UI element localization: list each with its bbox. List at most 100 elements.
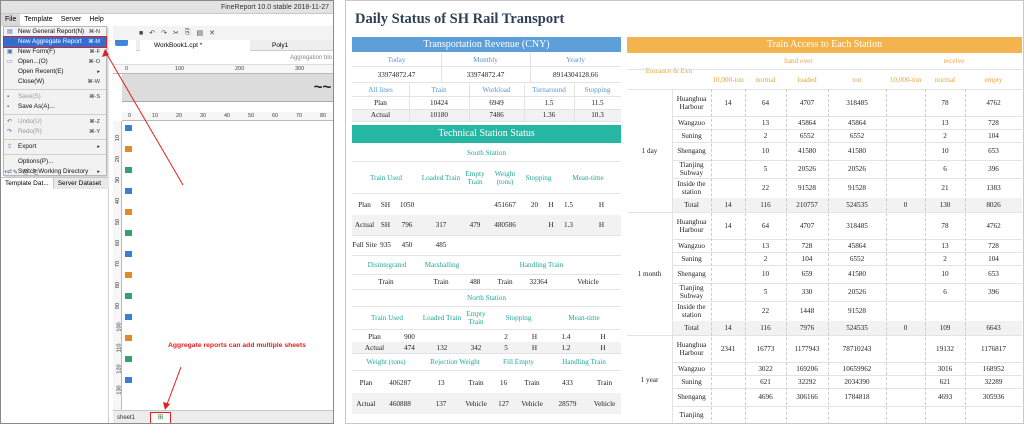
south-subcell: Train	[497, 278, 513, 286]
menu-shortcut: ⌘-M	[88, 39, 100, 45]
revenue-subheader: Workload	[482, 86, 511, 94]
access-cell	[711, 362, 745, 375]
sheet-tab[interactable]: sheet1	[117, 415, 136, 421]
access-cell: Tianjing	[679, 411, 704, 419]
redo-icon[interactable]: ↷	[161, 30, 167, 37]
menu-server[interactable]: Server	[60, 16, 82, 23]
access-cell: 524535	[846, 324, 868, 332]
revenue-subheader: Train	[431, 86, 447, 94]
access-cell: 32289	[984, 377, 1003, 386]
grid-line	[352, 235, 621, 236]
menu-item-new-aggregate-report[interactable]: ▦ New Aggregate Report ⌘-M	[3, 36, 107, 48]
menu-item-open-o[interactable]: ▭ Open...(O) ⌘-O	[4, 57, 106, 67]
tab-template-dataset[interactable]: Template Dat...	[1, 178, 54, 190]
menu-item-redo-r[interactable]: ↷ Redo(R) ⌘-Y	[4, 127, 106, 137]
report-header-band: ~~	[122, 74, 333, 102]
tab-server-dataset[interactable]: Server Dataset	[57, 180, 102, 187]
north-subcell: Vehicle	[521, 399, 543, 408]
south-cell	[488, 235, 522, 255]
grid-line	[672, 142, 1022, 143]
south-cell	[522, 215, 547, 235]
access-cell	[886, 142, 925, 160]
table-icon[interactable]	[125, 125, 132, 131]
access-cell: 78	[941, 221, 949, 230]
access-cell: Shengang	[677, 393, 706, 401]
column-icon[interactable]	[125, 230, 132, 236]
menu-shortcut: ⌘-O	[88, 59, 100, 65]
access-cell	[886, 375, 925, 388]
access-cell	[886, 388, 925, 406]
menu-file[interactable]: File	[1, 14, 21, 26]
menu-help[interactable]: Help	[89, 16, 104, 23]
revenue-cell: 10424	[430, 99, 448, 107]
image-icon[interactable]	[125, 188, 132, 194]
line-icon[interactable]	[125, 209, 132, 215]
pie-icon[interactable]	[125, 251, 132, 257]
access-cell: 4707	[799, 221, 815, 230]
menu-item-options-p[interactable]: Options(P)...	[4, 157, 106, 167]
widget-icon[interactable]	[125, 293, 132, 299]
access-cell: 20526	[848, 165, 866, 173]
menu-item-open-recent-e[interactable]: Open Recent(E) ▸	[4, 67, 106, 77]
access-cell	[886, 89, 925, 116]
access-cell: 14	[724, 324, 732, 332]
technical-header: Technical Station Status	[352, 125, 621, 143]
vertical-ruler	[113, 121, 122, 411]
gauge-icon[interactable]	[125, 356, 132, 362]
add-sheet-button[interactable]: ⊞	[150, 412, 171, 423]
cut-icon[interactable]: ✂	[172, 30, 179, 37]
grid-line	[352, 370, 621, 371]
menu-item-switch-working-directory[interactable]: ⇄ Switch Working Directory ▸	[4, 167, 106, 177]
save-icon[interactable]: ■	[139, 29, 144, 37]
menu-item-close-w[interactable]: Close(W) ⌘-W	[4, 77, 106, 87]
access-cell: 22	[761, 184, 770, 192]
bar-chart-icon[interactable]	[125, 167, 132, 173]
panel-toolbar: + · ✎ · ⎘ · ⎗	[4, 170, 39, 176]
tab-workbook[interactable]: WorkBook1.cpt *	[140, 40, 250, 51]
column-divider	[925, 89, 926, 423]
dashboard-icon[interactable]	[125, 377, 132, 383]
menu-template[interactable]: Template	[24, 16, 53, 23]
menu-shortcut: ⌘-W	[87, 79, 100, 85]
text-icon[interactable]	[125, 335, 132, 341]
aggregation-block-label: Aggregation blo	[113, 51, 333, 65]
access-cell: 14	[724, 201, 732, 209]
undo-icon[interactable]: ↶	[149, 30, 156, 37]
menu-item-label: Options(P)...	[18, 158, 54, 165]
paste-icon[interactable]: ▤	[196, 30, 204, 37]
map-icon[interactable]	[125, 272, 132, 278]
south-cell: 796	[401, 221, 413, 229]
menu-shortcut: ⌘-F	[89, 49, 100, 55]
menu-separator	[4, 89, 106, 90]
menu-item-new-form-f[interactable]: ▣ New Form(F) ⌘-F	[4, 47, 106, 57]
grid-line	[672, 239, 1022, 240]
revenue-subheader: Stopping	[584, 86, 611, 94]
access-cell: Total	[684, 324, 699, 332]
report-preview: Daily Status of SH Rail Transport Transp…	[345, 0, 1024, 424]
menu-item-export[interactable]: ⇪ Export ▸	[4, 142, 106, 152]
north-cell: H	[531, 332, 538, 341]
grid-line	[352, 66, 621, 67]
access-cell: 32292	[798, 377, 816, 386]
menu-item-undo-u[interactable]: ↶ Undo(U) ⌘-Z	[4, 117, 106, 127]
grid-icon[interactable]	[125, 314, 132, 320]
ruler-label: 20	[176, 113, 183, 119]
north-cell: 1.2	[561, 343, 571, 352]
dataset-panel	[1, 189, 109, 423]
menu-item-save-s[interactable]: ▪ Save(S) ⌘-S	[4, 92, 106, 102]
menu-item-new-general-report-n[interactable]: ▤ New General Report(N) ⌘-N	[4, 27, 106, 37]
north-cell: H	[600, 332, 606, 341]
access-cell	[886, 252, 925, 265]
copy-icon[interactable]: ⎘	[184, 29, 191, 36]
menu-item-save-as-a[interactable]: ▪ Save As(A)...	[4, 102, 106, 112]
access-cell: 5	[763, 165, 768, 173]
sheet-bar: sheet1 ⊞	[113, 410, 333, 423]
access-cell: 318485	[846, 221, 868, 230]
south-cell: SH	[380, 201, 391, 209]
access-cell	[711, 178, 745, 198]
chart-icon[interactable]	[125, 146, 132, 152]
grid-line	[352, 121, 621, 122]
tab-poly[interactable]: Poly1	[272, 42, 289, 49]
close-icon[interactable]: ✕	[209, 30, 215, 37]
access-cell: 396	[988, 165, 999, 173]
